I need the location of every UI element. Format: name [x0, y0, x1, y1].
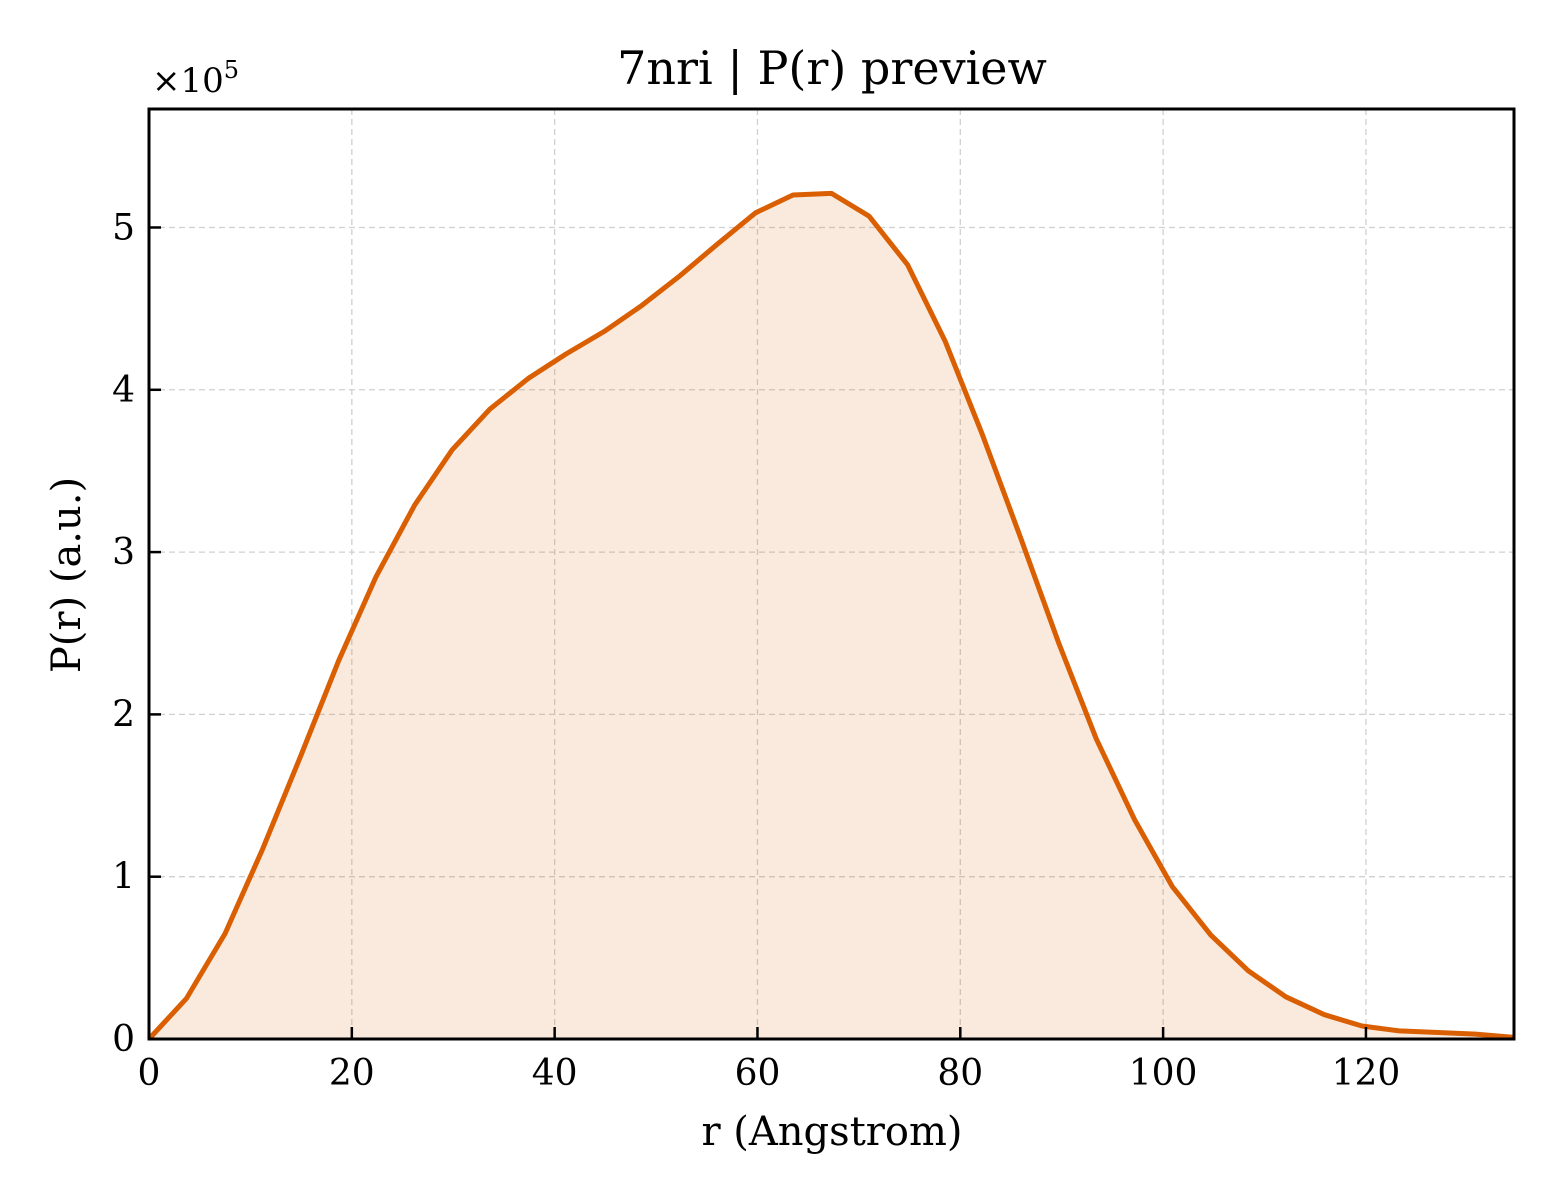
- x-tick-label: 120: [1332, 1053, 1401, 1094]
- y-tick-label: 1: [112, 857, 135, 898]
- x-tick-label: 100: [1129, 1053, 1198, 1094]
- y-tick-label: 3: [112, 532, 135, 573]
- y-tick-label: 2: [112, 694, 135, 735]
- chart-title: 7nri | P(r) preview: [617, 41, 1047, 95]
- tick-labels: 0 20 40 60 80 100 120 0 1 2 3 4 5: [112, 207, 1400, 1094]
- axis-ticks: [147, 226, 1368, 1041]
- x-tick-label: 0: [138, 1053, 161, 1094]
- y-axis-label: P(r) (a.u.): [44, 477, 90, 673]
- grid-lines: [148, 109, 1514, 1039]
- y-tick-label: 4: [112, 370, 135, 411]
- y-tick-label: 5: [112, 207, 135, 248]
- pr-series-line: [147, 190, 1515, 1041]
- y-axis-multiplier: ×105: [152, 56, 239, 101]
- pr-area-fill: [149, 193, 1514, 1039]
- x-axis-label: r (Angstrom): [701, 1109, 962, 1155]
- x-tick-label: 20: [329, 1053, 375, 1094]
- x-tick-label: 40: [532, 1053, 578, 1094]
- y-tick-label: 0: [112, 1019, 135, 1060]
- y-multiplier-exponent: 5: [224, 56, 239, 84]
- plot-frame: [147, 107, 1516, 1041]
- y-multiplier-base: ×10: [152, 61, 224, 101]
- x-tick-label: 60: [735, 1053, 781, 1094]
- x-tick-label: 80: [937, 1053, 983, 1094]
